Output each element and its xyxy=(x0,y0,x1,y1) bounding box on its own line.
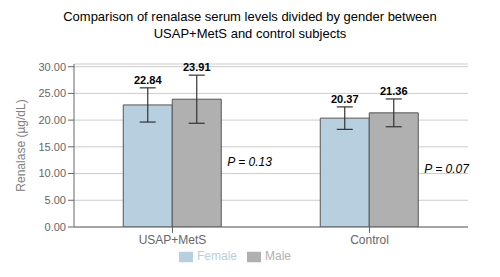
svg-text:P = 0.13: P = 0.13 xyxy=(227,155,272,169)
svg-text:20.00: 20.00 xyxy=(38,114,66,126)
html-text:Male: Male xyxy=(265,249,291,263)
svg-text:30.00: 30.00 xyxy=(38,61,66,73)
html-text:Female: Female xyxy=(197,249,237,263)
svg-text:Control: Control xyxy=(350,233,389,247)
html-text:USAP+MetS and control subjects: USAP+MetS and control subjects xyxy=(153,26,347,41)
svg-text:Renalase (µg/dL): Renalase (µg/dL) xyxy=(14,99,28,191)
svg-text:22.84: 22.84 xyxy=(134,74,162,86)
svg-text:15.00: 15.00 xyxy=(38,141,66,153)
svg-text:0.00: 0.00 xyxy=(45,221,66,233)
svg-text:25.00: 25.00 xyxy=(38,87,66,99)
svg-text:5.00: 5.00 xyxy=(45,194,66,206)
svg-text:21.36: 21.36 xyxy=(380,85,408,97)
svg-text:23.91: 23.91 xyxy=(183,61,211,73)
svg-text:USAP+MetS: USAP+MetS xyxy=(139,233,207,247)
svg-text:P = 0.07: P = 0.07 xyxy=(424,162,470,176)
html-text:Comparison of renalase serum l: Comparison of renalase serum levels divi… xyxy=(63,9,437,24)
svg-text:20.37: 20.37 xyxy=(331,93,359,105)
svg-text:10.00: 10.00 xyxy=(38,167,66,179)
